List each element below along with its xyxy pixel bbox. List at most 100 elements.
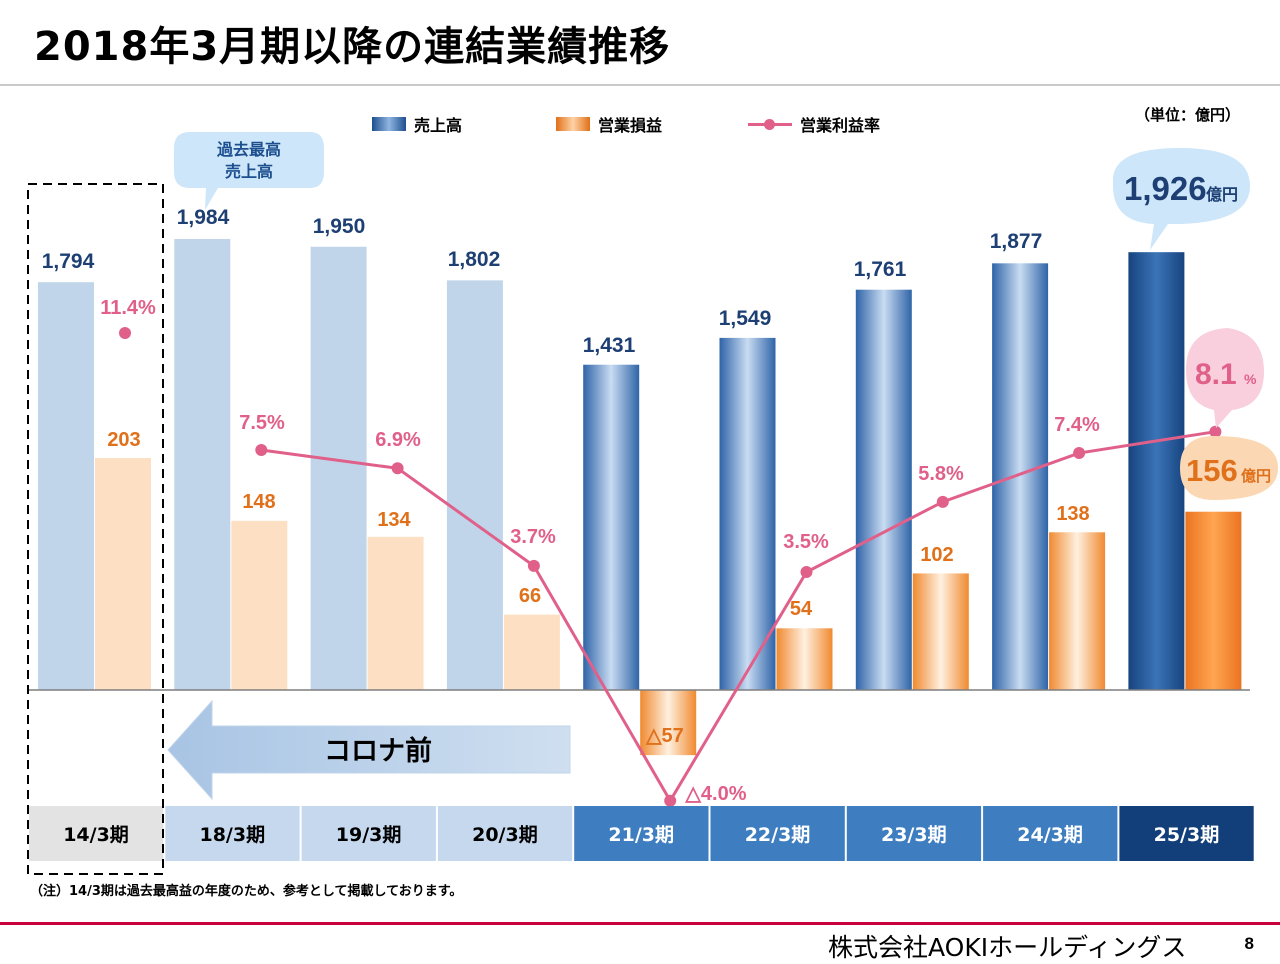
- latest-margin-unit: %: [1244, 371, 1257, 387]
- sales-bar: [583, 364, 640, 690]
- margin-point: [527, 559, 540, 572]
- margin-point: [255, 444, 268, 456]
- margin-value-label: 3.7%: [510, 526, 556, 548]
- operating-value-label: 102: [920, 544, 953, 566]
- latest-op-bubble: [1180, 436, 1278, 500]
- legend-op-label: 営業損益: [598, 116, 663, 135]
- period-cell: [1119, 806, 1254, 861]
- operating-value-label: 148: [242, 491, 275, 513]
- company-name: 株式会社AOKIホールディングス: [828, 933, 1187, 962]
- sales-value-label: 1,794: [42, 250, 95, 273]
- sales-bar: [174, 239, 231, 690]
- legend-op: 営業損益: [556, 112, 662, 136]
- period-label: 24/3期: [1017, 824, 1083, 846]
- period-cell: [710, 806, 845, 861]
- margin-value-label: 7.5%: [239, 412, 285, 434]
- margin-point: [1209, 425, 1222, 438]
- operating-bar: [367, 536, 424, 690]
- legend-sales: 売上高: [372, 112, 462, 136]
- margin-line: [261, 430, 1216, 804]
- operating-bar: [231, 520, 288, 690]
- latest-op-value: 156: [1186, 453, 1238, 488]
- margin-value-label: 6.9%: [375, 429, 421, 451]
- sales-bar: [855, 289, 912, 690]
- margin-value-label: 11.4%: [100, 297, 156, 319]
- sales-value-label: 1,877: [990, 230, 1043, 253]
- page-title: 2018年3月期以降の連結業績推移: [34, 24, 671, 70]
- latest-sales-bubble: [1113, 148, 1250, 250]
- period-label: 23/3期: [881, 824, 947, 846]
- operating-value-label: 134: [377, 509, 411, 531]
- sales-value-label: 1,950: [313, 215, 366, 238]
- operating-value-label: 138: [1056, 503, 1089, 525]
- period-label: 25/3期: [1154, 824, 1220, 846]
- legend-margin-label: 営業利益率: [800, 116, 881, 135]
- operating-value-label: 203: [107, 429, 140, 451]
- period-cell: [29, 806, 164, 861]
- operating-bar: [503, 614, 560, 690]
- reference-year-frame: [27, 183, 164, 875]
- sales-value-label: 1,984: [177, 206, 230, 229]
- margin-point: [936, 495, 949, 508]
- margin-value-label: 5.8%: [918, 463, 964, 485]
- period-cell: [301, 806, 436, 861]
- legend-margin: 営業利益率: [748, 112, 880, 136]
- period-cell: [437, 806, 573, 861]
- page-number: 8: [1244, 934, 1254, 953]
- title-divider: [0, 84, 1280, 86]
- latest-margin-bubble: [1186, 328, 1264, 428]
- margin-point: [119, 327, 131, 339]
- margin-point: [391, 462, 404, 475]
- period-cell: [983, 806, 1118, 861]
- latest-sales-value: 1,926: [1124, 170, 1207, 207]
- sales-value-label: 1,802: [448, 248, 501, 271]
- period-label: 14/3期: [63, 824, 129, 846]
- sales-value-label: 1,549: [719, 307, 772, 330]
- latest-sales-unit: 億円: [1206, 185, 1238, 204]
- sales-value-label: 1,761: [854, 258, 907, 281]
- pre-corona-arrow: [167, 699, 571, 801]
- period-cell: [165, 806, 300, 861]
- sales-bar: [1128, 252, 1185, 690]
- footer-divider: [0, 922, 1280, 925]
- period-label: 21/3期: [608, 824, 674, 846]
- margin-value-label: 3.5%: [783, 531, 829, 553]
- period-label: 18/3期: [199, 824, 265, 846]
- unit-note: （単位：億円）: [1134, 106, 1240, 124]
- margin-point: [800, 566, 813, 578]
- legend-margin-swatch: [748, 117, 792, 131]
- sales-bar: [446, 280, 503, 690]
- latest-margin-value: 8.1: [1195, 358, 1237, 391]
- period-label: 19/3期: [336, 824, 402, 846]
- operating-bar: [1049, 532, 1106, 690]
- sales-bar: [38, 282, 94, 690]
- sales-bar: [992, 263, 1049, 690]
- operating-value-label: 66: [519, 585, 541, 607]
- operating-bar: [1185, 511, 1242, 690]
- operating-bar: [640, 690, 697, 756]
- margin-value-label: △4.0%: [685, 783, 747, 805]
- period-cell: [574, 806, 709, 861]
- sales-bar: [310, 246, 367, 691]
- operating-bar: [776, 628, 833, 690]
- footnote: （注）14/3期は過去最高益の年度のため、参考として掲載しております。: [30, 884, 463, 899]
- pre-corona-label: コロナ前: [324, 735, 432, 767]
- operating-value-label: 54: [790, 598, 813, 620]
- latest-op-unit: 億円: [1241, 467, 1271, 485]
- margin-point: [664, 794, 677, 807]
- legend-sales-swatch: [372, 117, 406, 131]
- record-sales-bubble: [174, 132, 324, 210]
- legend-sales-label: 売上高: [414, 116, 463, 135]
- sales-value-label: 1,431: [583, 334, 636, 357]
- record-sales-text: 売上高: [225, 162, 273, 181]
- operating-bar: [95, 458, 151, 690]
- period-label: 22/3期: [745, 824, 811, 846]
- period-label: 20/3期: [472, 824, 538, 846]
- margin-value-label: 7.4%: [1054, 414, 1100, 436]
- period-cell: [846, 806, 982, 861]
- record-sales-text: 過去最高: [216, 140, 281, 159]
- legend-op-swatch: [556, 117, 590, 131]
- margin-point: [1073, 447, 1086, 460]
- operating-bar: [912, 573, 969, 690]
